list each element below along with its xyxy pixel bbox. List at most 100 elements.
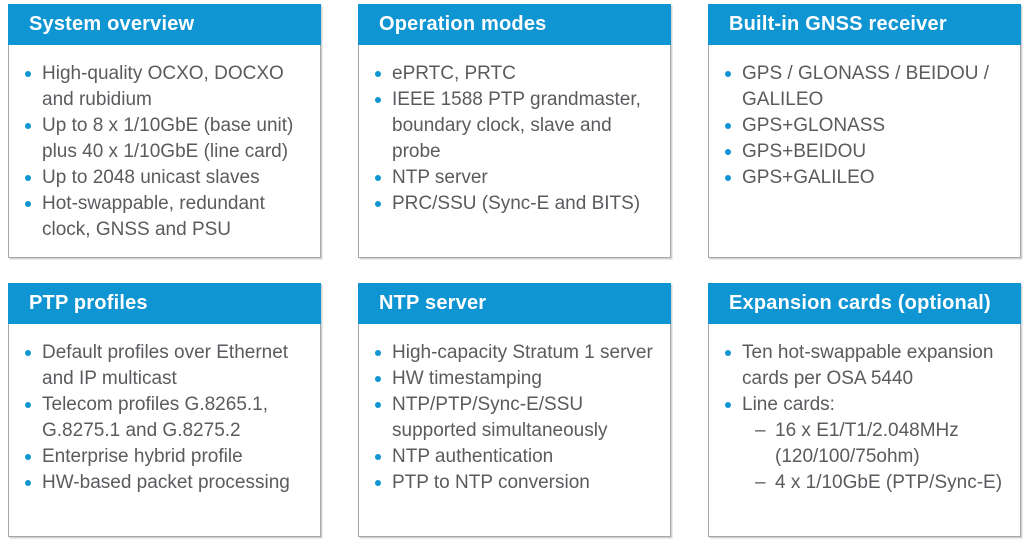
dash-icon: – [755,472,766,493]
bullet-icon [25,123,31,129]
card-title: System overview [29,13,195,35]
list-item-text: GPS+GLONASS [742,115,886,136]
feature-list: High-capacity Stratum 1 server HW timesta… [375,340,658,496]
list-item-text: High-capacity Stratum 1 server [392,342,653,363]
card-body: High-capacity Stratum 1 server HW timesta… [358,324,671,537]
bullet-icon [375,350,381,356]
card-title: Expansion cards (optional) [729,292,991,314]
list-item: GPS+BEIDOU [725,139,1008,165]
card-title: PTP profiles [29,292,148,314]
feature-card: Expansion cards (optional) Ten hot-swapp… [708,283,1021,537]
list-item: NTP server [375,165,658,191]
list-item-text: cards per OSA 5440 [742,368,914,389]
bullet-icon [375,454,381,460]
list-item: GPS+GALILEO [725,165,1008,191]
bullet-icon [375,201,381,207]
list-item-text: NTP authentication [392,446,554,467]
list-item: Ten hot-swappable expansion cards per OSA… [725,340,1008,392]
card-header: Operation modes [358,4,671,45]
feature-list: Ten hot-swappable expansion cards per OSA… [725,340,1008,496]
bullet-icon [375,376,381,382]
bullet-icon [25,71,31,77]
list-item: GPS / GLONASS / BEIDOU / GALILEO [725,61,1008,113]
bullet-icon [25,201,31,207]
feature-card: System overview High-quality OCXO, DOCXO… [8,4,321,258]
list-item-text: plus 40 x 1/10GbE (line card) [42,141,289,162]
list-item: NTP authentication [375,444,658,470]
list-item-text: GALILEO [742,89,824,110]
bullet-icon [725,123,731,129]
feature-card: PTP profiles Default profiles over Ether… [8,283,321,537]
feature-card: Built-in GNSS receiver GPS / GLONASS / B… [708,4,1021,258]
list-item-text: probe [392,141,441,162]
list-item: IEEE 1588 PTP grandmaster, boundary clock… [375,87,658,165]
list-item: GPS+GLONASS [725,113,1008,139]
list-item-text: boundary clock, slave and [392,115,612,136]
list-item-text: PRC/SSU (Sync-E and BITS) [392,193,641,214]
list-item-text: and IP multicast [42,368,177,389]
list-item: Enterprise hybrid profile [25,444,308,470]
card-header: System overview [8,4,321,45]
feature-card: Operation modes ePRTC, PRTC IEEE 1588 PTP… [358,4,671,258]
bullet-icon [725,175,731,181]
list-item-text: GPS+BEIDOU [742,141,867,162]
bullet-icon [725,402,731,408]
list-item-text: Enterprise hybrid profile [42,446,243,467]
list-item: Default profiles over Ethernet and IP mul… [25,340,308,392]
bullet-icon [375,71,381,77]
feature-card: NTP server High-capacity Stratum 1 serve… [358,283,671,537]
sub-list-item: –4 x 1/10GbE (PTP/Sync-E) [755,470,1008,496]
list-item-text: and rubidium [42,89,152,110]
card-title: NTP server [379,292,487,314]
card-title: Operation modes [379,13,547,35]
list-item-text: clock, GNSS and PSU [42,219,232,240]
list-item-text: G.8275.1 and G.8275.2 [42,420,241,441]
bullet-icon [725,149,731,155]
list-item-text: IEEE 1588 PTP grandmaster, [392,89,641,110]
card-header: Expansion cards (optional) [708,283,1021,324]
bullet-icon [725,350,731,356]
list-item-text: supported simultaneously [392,420,608,441]
bullet-icon [25,402,31,408]
list-item: Up to 2048 unicast slaves [25,165,308,191]
bullet-icon [375,97,381,103]
bullet-icon [25,480,31,486]
card-title: Built-in GNSS receiver [729,13,947,35]
list-item-text: HW-based packet processing [42,472,290,493]
list-item: Telecom profiles G.8265.1, G.8275.1 and G… [25,392,308,444]
list-item-text: PTP to NTP conversion [392,472,590,493]
bullet-icon [25,454,31,460]
list-item-text: (120/100/75ohm) [775,446,920,467]
bullet-icon [725,71,731,77]
list-item-text: NTP server [392,167,488,188]
list-item-text: 4 x 1/10GbE (PTP/Sync-E) [775,472,1003,493]
card-body: High-quality OCXO, DOCXO and rubidium Up t… [8,45,321,258]
list-item: Up to 8 x 1/10GbE (base unit) plus 40 x 1… [25,113,308,165]
feature-list: Default profiles over Ethernet and IP mul… [25,340,308,496]
bullet-icon [375,480,381,486]
bullet-icon [375,175,381,181]
list-item-text: HW timestamping [392,368,542,389]
list-item: PRC/SSU (Sync-E and BITS) [375,191,658,217]
list-item: High-capacity Stratum 1 server [375,340,658,366]
list-item-text: High-quality OCXO, DOCXO [42,63,284,84]
list-item-text: Default profiles over Ethernet [42,342,289,363]
card-body: Ten hot-swappable expansion cards per OSA… [708,324,1021,537]
bullet-icon [25,175,31,181]
card-body: ePRTC, PRTC IEEE 1588 PTP grandmaster, bou… [358,45,671,258]
list-item: Hot-swappable, redundant clock, GNSS and … [25,191,308,243]
sub-feature-list: –16 x E1/T1/2.048MHz (120/100/75ohm) –4 x … [742,418,1008,496]
list-item-text: Telecom profiles G.8265.1, [42,394,269,415]
feature-list: GPS / GLONASS / BEIDOU / GALILEO GPS+GLONA… [725,61,1008,191]
dash-icon: – [755,420,766,441]
list-item: ePRTC, PRTC [375,61,658,87]
card-body: GPS / GLONASS / BEIDOU / GALILEO GPS+GLONA… [708,45,1021,258]
list-item-text: 16 x E1/T1/2.048MHz [775,420,959,441]
card-body: Default profiles over Ethernet and IP mul… [8,324,321,537]
list-item-text: Hot-swappable, redundant [42,193,265,214]
feature-list: ePRTC, PRTC IEEE 1588 PTP grandmaster, bou… [375,61,658,217]
list-item: NTP/PTP/Sync-E/SSU supported simultaneous… [375,392,658,444]
list-item-text: Ten hot-swappable expansion [742,342,994,363]
list-item: HW-based packet processing [25,470,308,496]
